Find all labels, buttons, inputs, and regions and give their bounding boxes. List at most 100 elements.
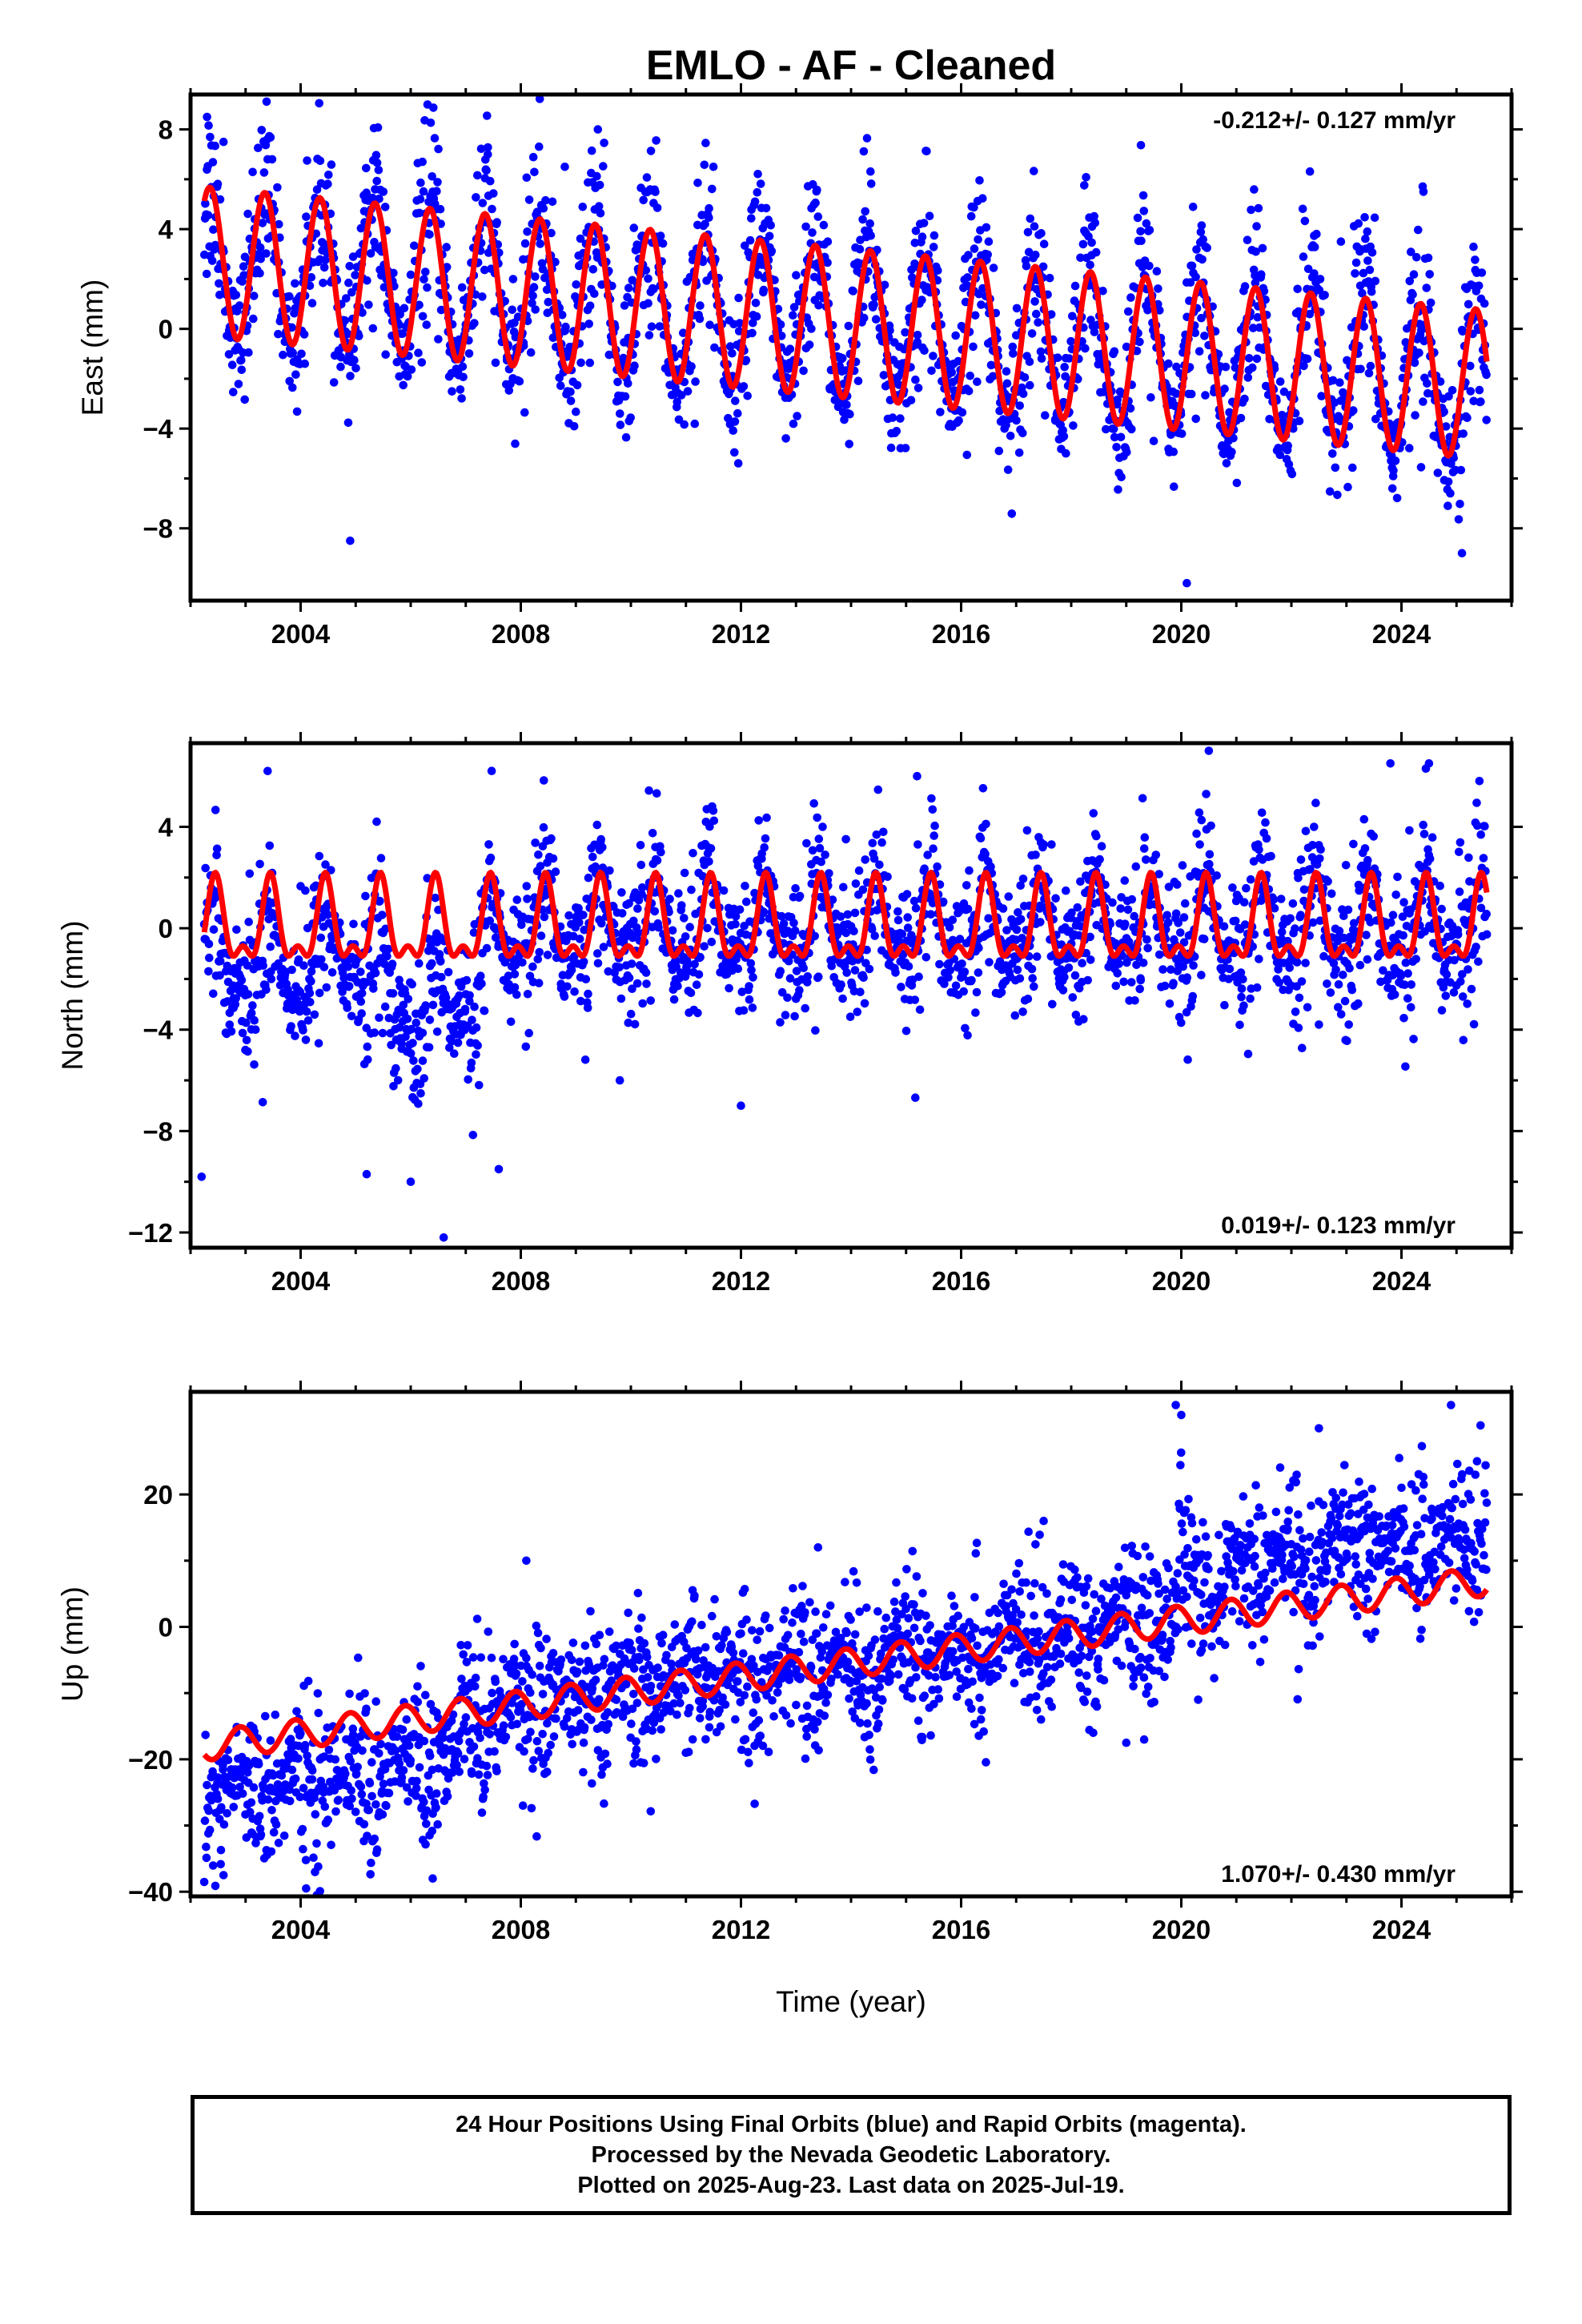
east-point	[995, 406, 1004, 416]
north-point	[301, 1035, 311, 1044]
east-point	[1078, 239, 1088, 249]
north-point	[974, 943, 983, 953]
north-point	[700, 942, 709, 951]
east-point	[673, 397, 682, 407]
east-point	[433, 178, 442, 187]
north-point	[418, 1056, 428, 1065]
north-point	[984, 914, 993, 923]
north-point	[960, 967, 970, 976]
east-point	[418, 312, 428, 321]
east-point	[1347, 323, 1356, 332]
north-point	[383, 944, 393, 954]
east-point	[620, 392, 630, 401]
east-point	[1138, 263, 1147, 271]
north-point	[1294, 874, 1303, 883]
east-point	[275, 219, 283, 229]
north-point	[938, 897, 948, 907]
east-point	[544, 297, 553, 307]
north-x-tick-label: 2004	[271, 1266, 331, 1296]
north-point	[873, 785, 883, 794]
north-point	[750, 888, 759, 898]
north-point	[827, 961, 836, 971]
east-point	[1113, 395, 1122, 404]
east-point	[1251, 247, 1260, 256]
east-point	[204, 121, 213, 130]
east-point	[1439, 407, 1448, 416]
east-point	[859, 147, 869, 156]
north-point	[387, 1040, 396, 1050]
north-point	[1453, 930, 1463, 939]
north-point	[759, 907, 769, 917]
east-point	[457, 283, 467, 292]
north-point	[929, 844, 938, 853]
east-point	[1133, 213, 1142, 223]
north-point	[1456, 977, 1465, 986]
north-point	[533, 955, 543, 964]
up-point	[279, 1831, 289, 1840]
east-point	[259, 82, 267, 90]
east-point	[426, 119, 436, 127]
east-point	[807, 324, 816, 333]
east-point	[1415, 348, 1423, 357]
east-point	[1023, 227, 1033, 237]
east-point	[417, 358, 427, 367]
north-point	[444, 967, 453, 977]
east-point	[647, 322, 656, 332]
east-point	[227, 360, 237, 370]
north-point	[742, 897, 751, 907]
east-point	[1227, 448, 1236, 456]
north-point	[1071, 1011, 1081, 1019]
north-point	[389, 1082, 398, 1091]
east-point	[319, 263, 329, 272]
east-point	[428, 172, 436, 181]
north-point	[1349, 919, 1359, 928]
east-point	[528, 152, 538, 162]
north-fit-line	[201, 870, 1490, 959]
east-outlier-point	[1182, 578, 1191, 588]
north-point	[1016, 915, 1026, 924]
east-point	[901, 328, 909, 337]
east-point	[1361, 234, 1370, 243]
north-point	[1048, 999, 1057, 1009]
north-point	[1336, 1010, 1346, 1019]
north-point	[986, 862, 995, 871]
north-point	[1079, 1015, 1088, 1023]
east-point	[340, 316, 350, 325]
east-point	[733, 459, 743, 468]
east-point	[1110, 347, 1119, 356]
east-point	[658, 239, 668, 248]
north-point	[1269, 895, 1279, 904]
north-point	[1474, 957, 1483, 967]
east-point	[1009, 349, 1018, 358]
east-point	[429, 103, 438, 112]
east-y-tick-label: −4	[143, 414, 173, 444]
north-point	[733, 964, 743, 973]
east-point	[1191, 272, 1200, 282]
east-point	[731, 396, 740, 405]
north-point	[356, 967, 365, 976]
east-point	[464, 349, 474, 358]
north-point	[250, 1060, 259, 1069]
east-point	[1002, 379, 1012, 388]
east-point	[1018, 428, 1027, 438]
north-point	[395, 975, 404, 984]
east-point	[211, 141, 220, 151]
north-point	[1398, 912, 1407, 921]
north-point	[632, 979, 642, 988]
east-point	[288, 383, 297, 392]
north-point	[209, 925, 219, 934]
east-point	[285, 292, 294, 301]
north-point	[753, 861, 763, 870]
north-point	[779, 919, 789, 928]
north-point	[575, 918, 584, 927]
north-point	[811, 1026, 820, 1035]
north-point	[732, 955, 741, 964]
east-point	[730, 417, 740, 426]
east-point	[629, 223, 639, 232]
north-point	[1464, 965, 1472, 974]
north-point	[842, 968, 851, 977]
up-point	[216, 1845, 226, 1855]
east-point	[1186, 389, 1196, 399]
east-point	[690, 419, 700, 428]
east-point	[249, 292, 259, 300]
